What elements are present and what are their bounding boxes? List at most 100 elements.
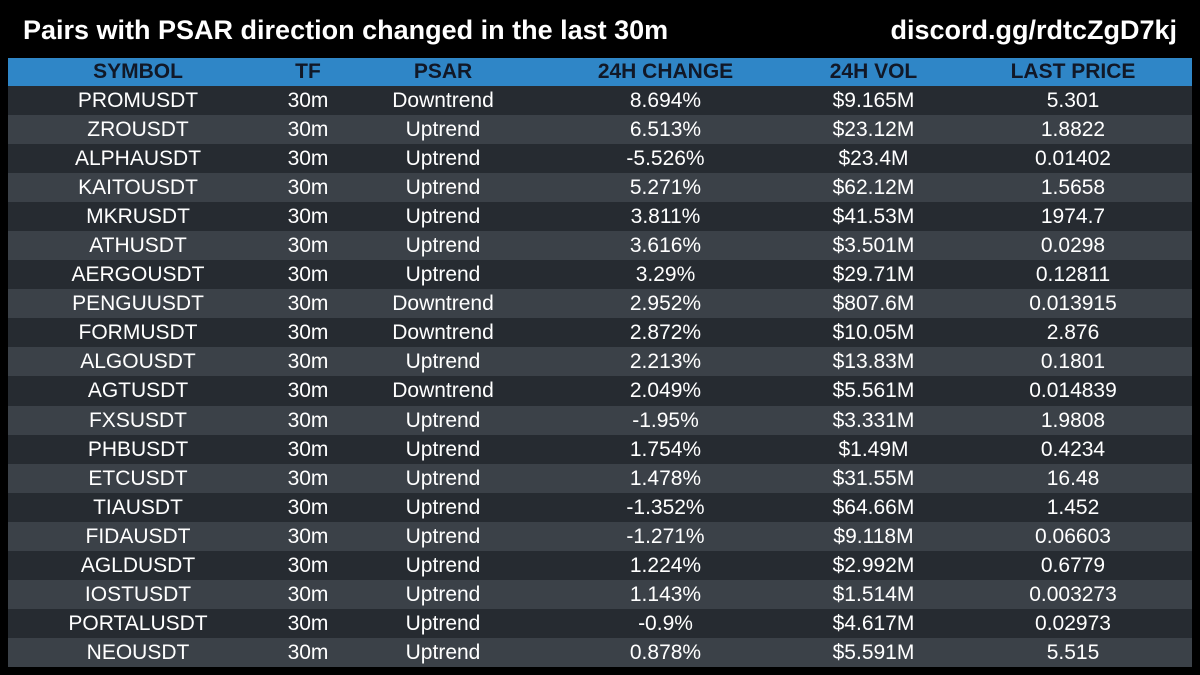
column-header-psar: PSAR: [413, 60, 473, 83]
table-row: TIAUSDT 30m Uptrend -1.352% $64.66M 1.452: [8, 492, 1192, 522]
cell-24h-vol: $3.331M: [832, 408, 915, 432]
cell-tf: 30m: [287, 292, 329, 316]
cell-psar: Uptrend: [405, 176, 481, 200]
cell-tf: 30m: [287, 350, 329, 374]
cell-psar: Uptrend: [405, 524, 481, 548]
cell-symbol: AGLDUSDT: [80, 553, 196, 577]
cell-psar: Uptrend: [405, 408, 481, 432]
cell-symbol: ALGOUSDT: [80, 350, 196, 374]
cell-24h-vol: $3.501M: [832, 234, 915, 258]
cell-24h-vol: $41.53M: [832, 205, 915, 229]
cell-last-price: 1.452: [1046, 495, 1100, 519]
cell-psar: Uptrend: [405, 582, 481, 606]
table-row: IOSTUSDT 30m Uptrend 1.143% $1.514M 0.003273: [8, 579, 1192, 609]
cell-psar: Uptrend: [405, 118, 481, 142]
cell-tf: 30m: [287, 553, 329, 577]
cell-24h-change: 1.143%: [629, 582, 702, 606]
cell-24h-change: 2.872%: [629, 321, 702, 345]
table-row: AGTUSDT 30m Downtrend 2.049% $5.561M 0.014839: [8, 376, 1192, 406]
table-row: FXSUSDT 30m Uptrend -1.95% $3.331M 1.9808: [8, 405, 1192, 435]
cell-last-price: 0.014839: [1029, 379, 1117, 403]
column-header-24h-change: 24H CHANGE: [597, 60, 734, 83]
cell-24h-vol: $64.66M: [832, 495, 915, 519]
cell-tf: 30m: [287, 466, 329, 490]
cell-tf: 30m: [287, 582, 329, 606]
cell-24h-vol: $10.05M: [832, 321, 915, 345]
discord-link[interactable]: discord.gg/rdtcZgD7kj: [890, 15, 1177, 45]
table-row: PROMUSDT 30m Downtrend 8.694% $9.165M 5.301: [8, 86, 1192, 116]
cell-last-price: 2.876: [1046, 321, 1100, 345]
cell-psar: Uptrend: [405, 234, 481, 258]
table-row: FORMUSDT 30m Downtrend 2.872% $10.05M 2.876: [8, 318, 1192, 348]
table-row: PHBUSDT 30m Uptrend 1.754% $1.49M 0.4234: [8, 434, 1192, 464]
cell-symbol: FIDAUSDT: [85, 524, 191, 548]
cell-24h-change: 3.616%: [629, 234, 702, 258]
cell-24h-change: -0.9%: [638, 611, 693, 635]
table-row: AGLDUSDT 30m Uptrend 1.224% $2.992M 0.6779: [8, 550, 1192, 580]
cell-24h-vol: $5.561M: [832, 379, 915, 403]
table-row: KAITOUSDT 30m Uptrend 5.271% $62.12M 1.5658: [8, 173, 1192, 203]
cell-symbol: PHBUSDT: [87, 437, 189, 461]
psar-table: SYMBOL TF PSAR 24H CHANGE 24H VOL LAST P…: [8, 58, 1192, 667]
cell-24h-change: 2.213%: [629, 350, 702, 374]
cell-psar: Uptrend: [405, 611, 481, 635]
cell-tf: 30m: [287, 263, 329, 287]
cell-24h-change: 1.224%: [629, 553, 702, 577]
cell-psar: Uptrend: [405, 147, 481, 171]
cell-tf: 30m: [287, 147, 329, 171]
cell-tf: 30m: [287, 118, 329, 142]
cell-psar: Uptrend: [405, 437, 481, 461]
cell-24h-change: 3.811%: [630, 205, 701, 229]
page-header: Pairs with PSAR direction changed in the…: [0, 0, 1200, 58]
cell-symbol: PORTALUSDT: [68, 611, 208, 635]
cell-symbol: FORMUSDT: [78, 321, 198, 345]
cell-last-price: 5.515: [1046, 640, 1100, 664]
cell-24h-vol: $62.12M: [832, 176, 915, 200]
cell-last-price: 1.9808: [1040, 408, 1106, 432]
cell-symbol: FXSUSDT: [88, 408, 187, 432]
column-header-last-price: LAST PRICE: [1010, 60, 1136, 83]
cell-tf: 30m: [287, 437, 329, 461]
table-row: NEOUSDT 30m Uptrend 0.878% $5.591M 5.515: [8, 637, 1192, 667]
cell-symbol: MKRUSDT: [86, 205, 190, 229]
table-row: PENGUUSDT 30m Downtrend 2.952% $807.6M 0.0139…: [8, 289, 1192, 319]
cell-symbol: PENGUUSDT: [72, 292, 204, 316]
cell-tf: 30m: [287, 321, 329, 345]
cell-last-price: 0.013915: [1029, 292, 1117, 316]
cell-24h-change: 0.878%: [629, 640, 702, 664]
table-row: ETCUSDT 30m Uptrend 1.478% $31.55M 16.48: [8, 463, 1192, 493]
cell-symbol: ALPHAUSDT: [74, 147, 202, 171]
table-row: ALGOUSDT 30m Uptrend 2.213% $13.83M 0.1801: [8, 347, 1192, 377]
cell-psar: Downtrend: [392, 89, 494, 113]
cell-24h-vol: $1.514M: [832, 582, 915, 606]
cell-24h-vol: $1.49M: [838, 437, 909, 461]
cell-last-price: 0.1801: [1040, 350, 1106, 374]
cell-last-price: 0.01402: [1035, 147, 1111, 171]
cell-24h-change: 2.952%: [629, 292, 702, 316]
cell-last-price: 1.8822: [1040, 118, 1106, 142]
cell-24h-change: -1.352%: [626, 495, 705, 519]
cell-tf: 30m: [287, 89, 329, 113]
cell-tf: 30m: [287, 495, 329, 519]
table-row: ZROUSDT 30m Uptrend 6.513% $23.12M 1.8822: [8, 115, 1192, 145]
cell-tf: 30m: [287, 379, 329, 403]
cell-symbol: ATHUSDT: [89, 234, 187, 258]
cell-24h-vol: $807.6M: [832, 292, 915, 316]
cell-psar: Uptrend: [405, 466, 481, 490]
cell-psar: Uptrend: [405, 263, 481, 287]
cell-psar: Uptrend: [405, 495, 481, 519]
cell-24h-change: 8.694%: [629, 89, 702, 113]
cell-last-price: 0.6779: [1040, 553, 1106, 577]
cell-last-price: 0.0298: [1040, 234, 1106, 258]
cell-symbol: TIAUSDT: [93, 495, 183, 519]
cell-last-price: 0.06603: [1035, 524, 1111, 548]
cell-24h-vol: $5.591M: [832, 640, 915, 664]
cell-tf: 30m: [287, 176, 329, 200]
cell-24h-change: 3.29%: [635, 263, 696, 287]
cell-24h-vol: $9.118M: [833, 524, 914, 548]
cell-psar: Uptrend: [405, 553, 481, 577]
cell-24h-change: -1.271%: [626, 524, 705, 548]
cell-tf: 30m: [287, 205, 329, 229]
cell-symbol: IOSTUSDT: [84, 582, 192, 606]
cell-24h-change: 2.049%: [629, 379, 702, 403]
